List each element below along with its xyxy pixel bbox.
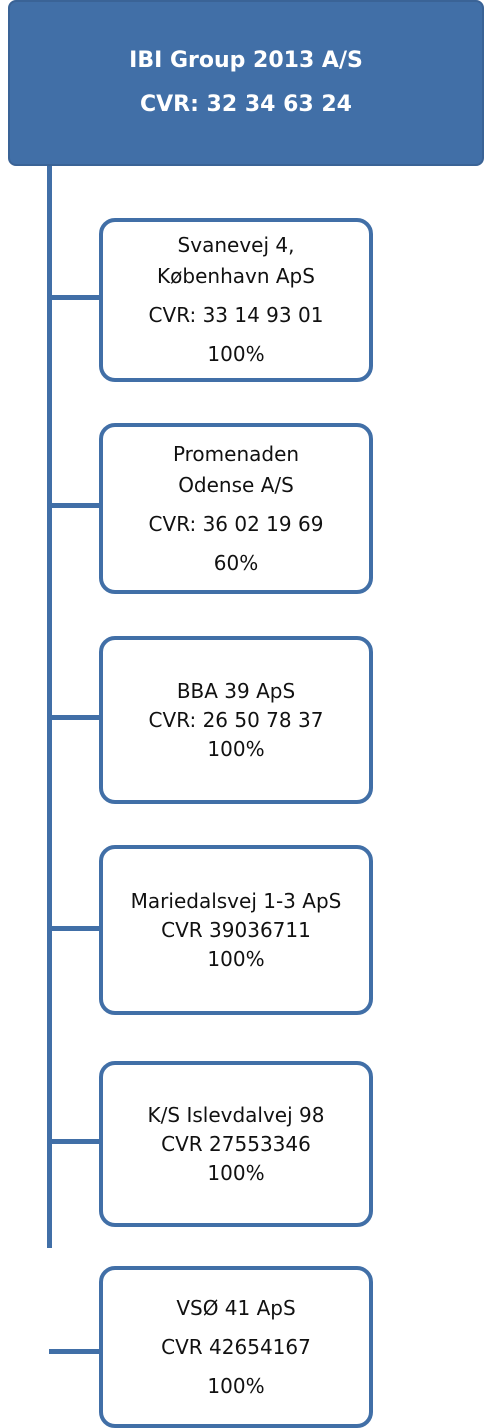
connector-line (49, 715, 99, 720)
parent-company-box: IBI Group 2013 A/S CVR: 32 34 63 24 (8, 0, 484, 166)
subsidiary-name: Svanevej 4, (177, 233, 295, 257)
subsidiary-name: BBA 39 ApS (176, 678, 296, 703)
subsidiary-ownership: 100% (207, 342, 265, 366)
subsidiary-ownership: 60% (213, 550, 259, 575)
subsidiary-name: København ApS (157, 264, 315, 288)
subsidiary-ownership: 100% (207, 1373, 265, 1398)
subsidiary-cvr: CVR 27553346 (161, 1131, 311, 1156)
subsidiary-name: Mariedalsvej 1-3 ApS (130, 888, 342, 913)
subsidiary-cvr: CVR: 33 14 93 01 (148, 303, 324, 327)
subsidiary-cvr: CVR: 36 02 19 69 (148, 511, 324, 536)
subsidiary-name: Odense A/S (178, 472, 294, 497)
connector-line (49, 1139, 99, 1144)
hierarchy-trunk-line (47, 166, 52, 1248)
subsidiary-name: VSØ 41 ApS (176, 1295, 296, 1320)
subsidiary-cvr: CVR 42654167 (161, 1334, 311, 1359)
connector-line (49, 1349, 99, 1354)
subsidiary-ownership: 100% (207, 946, 265, 971)
subsidiary-box: Promenaden Odense A/S CVR: 36 02 19 69 6… (99, 423, 373, 594)
subsidiary-box: BBA 39 ApS CVR: 26 50 78 37 100% (99, 636, 373, 804)
subsidiary-box: VSØ 41 ApS CVR 42654167 100% (99, 1266, 373, 1428)
subsidiary-name: K/S Islevdalvej 98 (147, 1102, 325, 1127)
parent-company-name: IBI Group 2013 A/S (129, 48, 363, 73)
subsidiary-ownership: 100% (207, 1160, 265, 1185)
subsidiary-ownership: 100% (207, 736, 265, 761)
subsidiary-box: Svanevej 4, København ApS CVR: 33 14 93 … (99, 218, 373, 382)
subsidiary-cvr: CVR 39036711 (161, 917, 311, 942)
subsidiary-cvr: CVR: 26 50 78 37 (148, 707, 324, 732)
connector-line (49, 926, 99, 931)
subsidiary-box: K/S Islevdalvej 98 CVR 27553346 100% (99, 1061, 373, 1227)
subsidiary-box: Mariedalsvej 1-3 ApS CVR 39036711 100% (99, 845, 373, 1015)
connector-line (49, 503, 99, 508)
parent-company-cvr: CVR: 32 34 63 24 (139, 92, 352, 117)
connector-line (49, 295, 99, 300)
subsidiary-name: Promenaden (172, 441, 300, 466)
